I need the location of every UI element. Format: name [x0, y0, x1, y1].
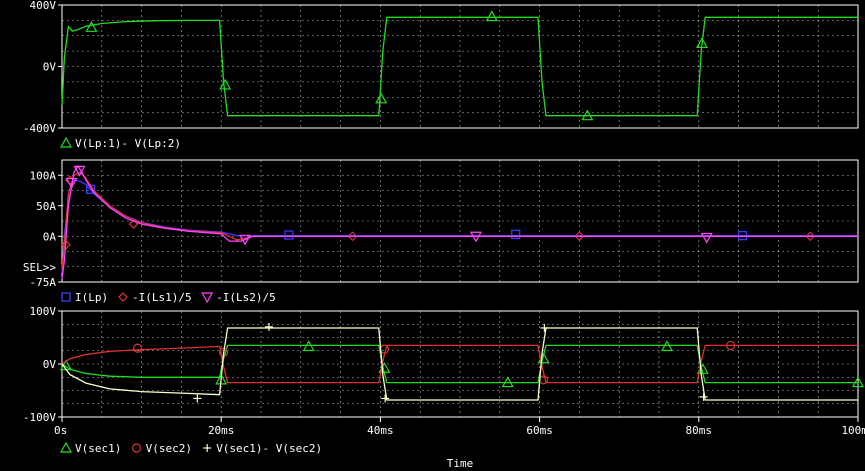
trace-middle-2-marker	[73, 165, 86, 177]
trace-bottom-0-marker	[660, 340, 673, 352]
panel-middle-ytick-label: 50A	[36, 200, 56, 213]
trace-middle-0-marker	[284, 230, 294, 240]
legend-middle-1-label: -I(Ls1)/5	[132, 291, 192, 304]
panel-bottom-ytick-label: 100V	[30, 305, 57, 318]
legend-bottom-1-label: V(sec2)	[146, 442, 192, 455]
trace-top-0-marker	[485, 10, 498, 22]
trace-bottom-2	[61, 327, 858, 401]
trace-bottom-2-marker	[381, 394, 390, 403]
trace-middle-1-marker	[805, 231, 816, 242]
trace-middle-1-marker	[61, 239, 71, 250]
trace-top-0-marker	[85, 21, 98, 32]
legend-top-0-label: V(Lp:1)- V(Lp:2)	[75, 137, 181, 150]
panel-bottom-ytick-label: -100V	[23, 411, 56, 424]
panel-top-ytick-label: 400V	[30, 0, 57, 12]
panel-top-ytick-label: 0V	[43, 61, 57, 74]
trace-bottom-0-marker	[501, 376, 514, 388]
trace-middle-1-marker	[574, 231, 585, 242]
x-tick-label: 100ms	[841, 424, 865, 437]
legend-top-0-marker	[59, 136, 73, 148]
trace-middle-2-marker	[700, 232, 713, 244]
trace-bottom-1-marker	[379, 344, 389, 354]
legend-middle-2-marker	[201, 292, 214, 304]
trace-bottom-2-marker	[699, 392, 708, 401]
x-axis-label: Time	[447, 457, 474, 470]
trace-bottom-1-marker	[726, 340, 736, 351]
trace-top-0	[61, 16, 858, 117]
legend-bottom-2-label: V(sec1)- V(sec2)	[216, 442, 322, 455]
trace-bottom-1	[61, 344, 858, 384]
panel-middle-ytick-label: 100A	[30, 169, 57, 182]
trace-bottom-0-marker	[302, 340, 315, 352]
trace-bottom-2-marker	[193, 394, 202, 403]
x-tick-label: 80ms	[686, 424, 713, 437]
trace-middle-0-marker	[511, 229, 521, 240]
panel-top-ytick-label: -400V	[23, 122, 56, 135]
trace-middle-0-marker	[737, 230, 748, 241]
trace-middle-1-marker	[347, 231, 358, 242]
trace-bottom-0-marker	[851, 376, 865, 388]
panel-middle-ytick-label: 0A	[43, 230, 57, 243]
trace-top-0-marker	[581, 109, 594, 121]
x-tick-label: 20ms	[208, 424, 235, 437]
panel-middle-ytick-label: -75A	[30, 276, 57, 289]
legend-middle-1-marker	[118, 292, 128, 302]
trace-middle-2-marker	[65, 177, 78, 189]
legend-bottom-2-marker	[203, 444, 212, 452]
trace-top-0-marker	[375, 92, 388, 104]
x-tick-label: 40ms	[367, 424, 394, 437]
trace-middle-2-marker	[239, 234, 252, 246]
trace-bottom-2-marker	[540, 323, 549, 332]
legend-middle-0-marker	[61, 292, 71, 302]
legend-bottom-0-marker	[59, 441, 73, 453]
trace-top-0-marker	[219, 78, 232, 90]
legend-bottom-0-label: V(sec1)	[75, 442, 121, 455]
trace-bottom-1-marker	[133, 343, 143, 353]
sel-marker-label: SEL>>	[23, 261, 56, 274]
legend-bottom-1-marker	[132, 443, 142, 453]
panel-bottom-ytick-label: 0V	[43, 358, 57, 371]
legend-middle-2-label: -I(Ls2)/5	[216, 291, 276, 304]
x-tick-label: 60ms	[526, 424, 553, 437]
trace-bottom-2-marker	[264, 322, 273, 331]
legend-middle-0-label: I(Lp)	[75, 291, 108, 304]
trace-middle-2-marker	[469, 231, 482, 243]
x-tick-label: 0s	[54, 424, 67, 437]
trace-top-0-marker	[695, 37, 709, 49]
